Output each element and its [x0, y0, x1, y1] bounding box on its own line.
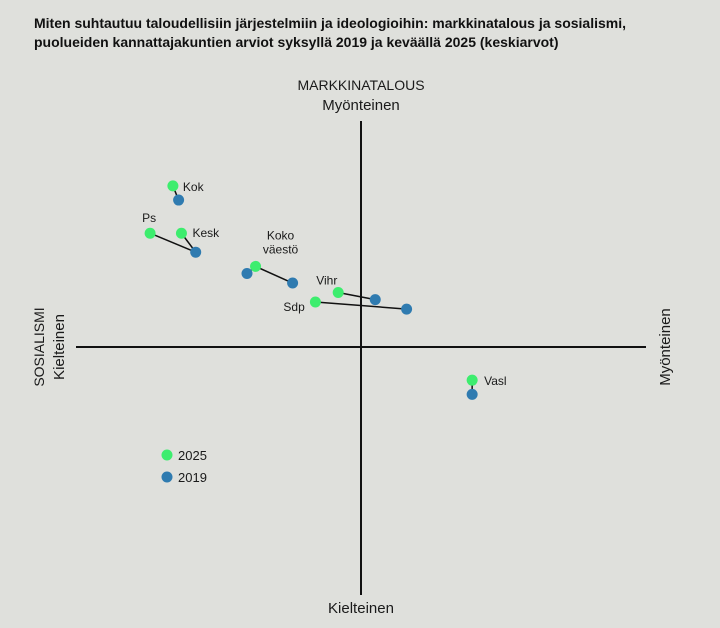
legend-marker-2025 — [161, 449, 173, 461]
point-2019-sdp — [401, 303, 413, 315]
axis-left-end: Kielteinen — [51, 314, 68, 380]
point-2019-vasl — [466, 388, 478, 400]
point-label-koko-vaesto: Koko väestö — [263, 228, 299, 256]
point-label-kok: Kok — [183, 180, 205, 194]
point-2019-kok — [173, 194, 185, 206]
legend-label-2019: 2019 — [178, 470, 207, 485]
title-line-2: puolueiden kannattajakuntien arviot syks… — [34, 34, 559, 50]
point-label-vasl: Vasl — [484, 374, 506, 388]
point-2019-vihr — [369, 294, 381, 306]
axis-right-end: Myönteinen — [657, 308, 674, 386]
legend-marker-2019 — [161, 471, 173, 483]
point-2025-ps — [144, 227, 156, 239]
point-2025-kok — [167, 180, 179, 192]
title-line-1: Miten suhtautuu taloudellisiin järjestel… — [34, 15, 627, 31]
chart-title: Miten suhtautuu taloudellisiin järjestel… — [34, 14, 694, 52]
connector-vihr — [338, 291, 376, 301]
point-label-ps: Ps — [142, 211, 156, 225]
axis-top-title: MARKKINATALOUS — [297, 77, 424, 93]
point-2019-kesk — [190, 246, 202, 258]
point-label-vihr: Vihr — [316, 273, 337, 287]
point-2025-kesk — [175, 227, 187, 239]
connector-ps — [149, 232, 196, 253]
axis-left-title: SOSIALISMI — [31, 307, 47, 386]
axis-top-end: Myönteinen — [322, 97, 400, 114]
chart-marks: Kok Ps Kesk Koko väestö Vihr Sdp Vasl — [142, 180, 507, 400]
connector-sdp — [315, 301, 407, 310]
point-2019-koko-väestö-alku — [241, 268, 253, 280]
point-label-sdp: Sdp — [283, 300, 305, 314]
legend-label-2025: 2025 — [178, 448, 207, 463]
point-label-kesk: Kesk — [192, 226, 220, 240]
legend: 2025 2019 — [161, 448, 207, 485]
axis-bottom-end: Kielteinen — [328, 600, 394, 617]
point-2019-koko-väestö — [287, 277, 299, 289]
point-2025-sdp — [309, 296, 321, 308]
point-2025-koko-väestö — [250, 260, 262, 272]
point-2025-vasl — [466, 374, 478, 386]
point-2025-vihr — [332, 286, 344, 298]
